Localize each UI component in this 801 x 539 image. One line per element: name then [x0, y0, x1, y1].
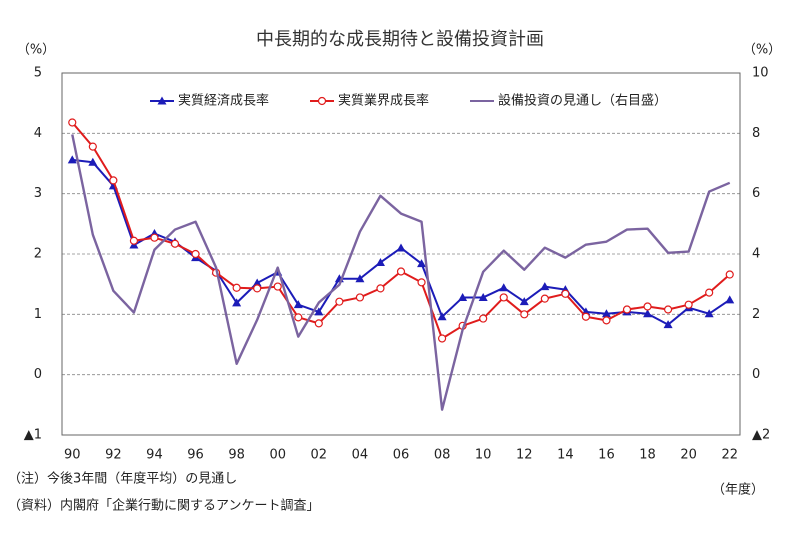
- data-point: [150, 233, 159, 242]
- legend-marker: [317, 96, 327, 106]
- y2-tick-label: ▲2: [752, 428, 770, 443]
- data-point: [417, 259, 427, 268]
- data-point: [293, 300, 303, 309]
- legend-marker: [157, 96, 167, 105]
- x-tick-label: 22: [721, 448, 738, 463]
- data-point: [581, 312, 591, 321]
- x-tick-label: 94: [146, 448, 163, 463]
- data-point: [499, 283, 509, 292]
- data-point: [314, 319, 323, 328]
- data-point: [88, 142, 97, 151]
- data-point: [335, 297, 344, 306]
- y2-axis-label: （%）: [743, 43, 781, 58]
- data-point: [684, 300, 693, 309]
- data-point: [622, 305, 632, 314]
- note: （注）今後3年間（年度平均）の見通し: [8, 471, 237, 487]
- x-tick-label: 16: [598, 448, 615, 463]
- y2-tick-label: 4: [752, 247, 760, 262]
- x-tick-label: 00: [269, 448, 286, 463]
- x-tick-label: 92: [105, 448, 122, 463]
- data-point: [663, 320, 673, 329]
- y2-tick-label: 10: [752, 66, 769, 81]
- data-point: [519, 297, 529, 306]
- data-point: [396, 267, 406, 276]
- plot-frame: [61, 72, 741, 436]
- data-point: [253, 284, 262, 293]
- x-axis-label: （年度）: [712, 482, 764, 498]
- data-point: [704, 309, 714, 318]
- data-point: [396, 243, 406, 252]
- note: （資料）内閣府「企業行動に関するアンケート調査」: [8, 498, 319, 514]
- x-tick-label: 04: [352, 448, 369, 463]
- data-point: [376, 284, 385, 293]
- x-tick-label: 08: [434, 448, 451, 463]
- y-tick-label: 3: [34, 186, 42, 201]
- data-point: [170, 239, 180, 248]
- legend-label: 実質業界成長率: [338, 93, 429, 109]
- y-tick-label: 2: [34, 247, 42, 262]
- data-point: [601, 309, 611, 318]
- data-point: [725, 270, 734, 279]
- y-tick-label: 5: [34, 66, 42, 81]
- x-tick-label: 14: [557, 448, 574, 463]
- data-point: [725, 295, 735, 304]
- data-point: [437, 334, 447, 343]
- data-point: [458, 292, 468, 301]
- x-tick-label: 18: [639, 448, 656, 463]
- data-point: [68, 118, 77, 127]
- data-point: [643, 309, 653, 318]
- data-point: [561, 289, 570, 298]
- data-point: [499, 293, 508, 302]
- legend-label: 設備投資の見通し（右目盛）: [498, 93, 667, 109]
- data-point: [252, 278, 262, 287]
- data-point: [479, 314, 488, 323]
- data-point: [294, 313, 303, 322]
- x-tick-label: 02: [311, 448, 328, 463]
- data-point: [643, 302, 652, 311]
- data-point: [129, 236, 139, 245]
- data-point: [314, 307, 324, 316]
- x-tick-label: 10: [475, 448, 492, 463]
- y-tick-label: ▲1: [24, 428, 42, 443]
- x-tick-label: 98: [228, 448, 245, 463]
- y-tick-label: 4: [34, 126, 42, 141]
- data-point: [478, 292, 488, 301]
- data-point: [663, 305, 673, 314]
- y2-tick-label: 8: [752, 126, 760, 141]
- x-tick-label: 12: [516, 448, 533, 463]
- data-point: [232, 283, 241, 292]
- data-point: [88, 157, 98, 166]
- data-point: [191, 249, 200, 259]
- data-point: [520, 310, 529, 319]
- y2-tick-label: 6: [752, 186, 760, 201]
- data-point: [602, 316, 611, 325]
- data-point: [232, 298, 242, 307]
- y-axis-label: （%）: [17, 43, 55, 58]
- y2-tick-label: 0: [752, 367, 760, 382]
- data-point: [417, 278, 426, 287]
- data-point: [109, 176, 118, 185]
- x-tick-label: 90: [64, 448, 81, 463]
- y-tick-label: 1: [34, 307, 42, 322]
- data-point: [705, 288, 714, 297]
- series-line: [71, 134, 731, 411]
- data-point: [540, 294, 549, 303]
- data-point: [273, 282, 282, 291]
- data-point: [355, 293, 365, 302]
- data-point: [355, 274, 365, 283]
- data-point: [375, 257, 385, 266]
- data-point: [67, 155, 77, 164]
- x-tick-label: 96: [187, 448, 204, 463]
- chart-title: 中長期的な成長期待と設備投資計画: [256, 29, 544, 50]
- x-tick-label: 06: [393, 448, 410, 463]
- x-tick-label: 20: [680, 448, 697, 463]
- y2-tick-label: 2: [752, 307, 760, 322]
- y-tick-label: 0: [34, 367, 42, 382]
- legend-label: 実質経済成長率: [178, 93, 269, 109]
- data-point: [437, 312, 447, 321]
- data-point: [540, 282, 550, 291]
